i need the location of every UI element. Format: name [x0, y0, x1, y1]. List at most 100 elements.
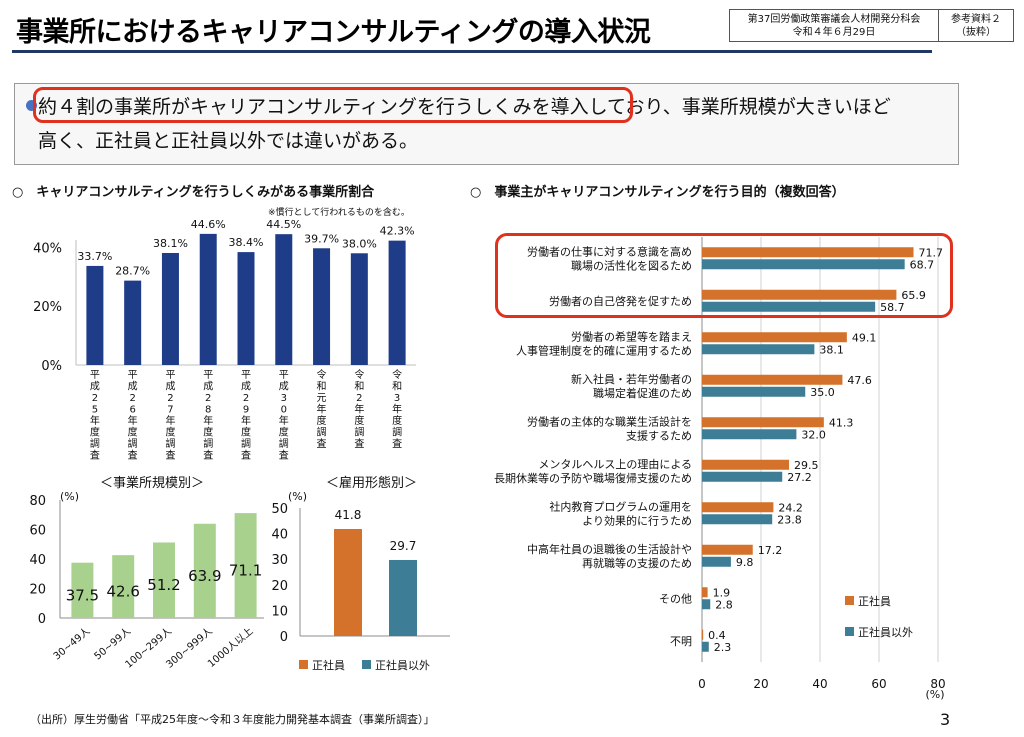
chart1-category-label: 5 [92, 405, 98, 416]
reference-number: 参考資料２ [951, 13, 1001, 25]
chart1-category-label: 度 [392, 414, 402, 427]
chart4-bar [702, 386, 806, 397]
chart3-legend-swatch [299, 660, 308, 669]
chart1-category-label: 2 [129, 393, 135, 404]
reference-excerpt: （抜粋） [956, 26, 996, 38]
chart1-category-label: 6 [129, 405, 135, 416]
chart4-bar [702, 259, 905, 270]
chart1-category-label: 度 [203, 426, 213, 439]
chart1-category-label: 令 [317, 368, 327, 381]
chart1-category-label: 度 [90, 426, 100, 439]
chart1-value-label: 38.1% [153, 237, 188, 250]
chart3-y-tick: 30 [271, 553, 288, 568]
chart4-category-label: より効果的に行うため [582, 513, 692, 527]
chart1-category-label: 0 [281, 405, 287, 416]
chart4-category-label: メンタルヘルス上の理由による [538, 457, 692, 471]
chart4-value-label: 41.3 [829, 416, 854, 429]
chart4-value-label: 58.7 [880, 301, 905, 314]
chart1-category-label: 平 [203, 370, 213, 381]
chart1-category-label: 年 [392, 403, 402, 416]
purpose-highlight-frame [495, 233, 953, 318]
chart1-value-label: 44.6% [191, 218, 226, 231]
chart4-legend-swatch [845, 627, 854, 636]
chart1-category-label: 度 [354, 414, 364, 427]
chart4-bar [702, 544, 753, 555]
chart4-value-label: 38.1 [819, 343, 844, 356]
meeting-name: 第37回労働政策審議会人材開発分科会 [747, 13, 921, 25]
chart4-value-label: 1.9 [713, 586, 731, 599]
chart1-category-label: 度 [279, 426, 289, 439]
chart1-bar [86, 265, 104, 365]
chart1-bar [237, 252, 255, 365]
chart1-category-label: 令 [354, 368, 364, 381]
chart4-value-label: 35.0 [810, 386, 835, 399]
chart2-y-tick: 40 [29, 553, 46, 568]
chart1-bar [199, 233, 217, 365]
chart4-value-label: 27.2 [787, 471, 812, 484]
chart4-category-label: 労働者の仕事に対する意識を高め [527, 244, 692, 258]
chart2-bar [71, 562, 94, 618]
chart1-category-label: 和 [392, 381, 402, 393]
chart1-category-label: 年 [241, 414, 251, 427]
chart1-value-label: 39.7% [304, 232, 339, 245]
chart4-value-label: 32.0 [801, 428, 826, 441]
chart4-value-label: 47.6 [847, 374, 872, 387]
chart4-unit: (%) [925, 688, 944, 701]
page-number: 3 [940, 710, 951, 729]
chart4-bar [702, 289, 897, 300]
chart1-category-label: 査 [90, 449, 100, 462]
chart4-category-label: 人事管理制度を的確に運用するため [516, 343, 692, 357]
chart1-category-label: 年 [165, 414, 175, 427]
chart1-category-label: 調 [241, 437, 251, 450]
chart3-y-tick: 0 [280, 630, 288, 645]
chart1-category-label: 度 [128, 426, 138, 439]
chart4-bar [702, 471, 783, 482]
chart1-category-label: 調 [279, 437, 289, 450]
chart1-category-label: 年 [317, 403, 327, 416]
chart1-category-label: 年 [354, 403, 364, 416]
chart4-bar [702, 514, 773, 525]
chart4-category-label: 労働者の希望等を踏まえ [571, 329, 692, 343]
chart1-category-label: 8 [205, 405, 211, 416]
right-section-title: ○ 事業主がキャリアコンサルティングを行う目的（複数回答） [470, 185, 845, 200]
chart3-bar [389, 559, 417, 636]
chart3-unit: (%) [288, 490, 307, 503]
chart4-bar [702, 417, 824, 428]
chart3-value-label: 29.7 [390, 539, 417, 553]
chart1-category-label: 査 [165, 449, 175, 462]
chart1-category-label: 2 [205, 393, 211, 404]
chart1-category-label: 7 [167, 405, 173, 416]
chart4-x-tick: 80 [930, 677, 945, 691]
chart4-legend-label: 正社員以外 [858, 625, 913, 639]
chart1-category-label: 3 [281, 393, 287, 404]
chart1-bar [313, 248, 331, 365]
chart2-y-tick: 20 [29, 583, 46, 598]
chart4-bar [702, 344, 815, 355]
chart1-bar [350, 253, 368, 365]
chart4-value-label: 29.5 [794, 459, 819, 472]
chart2-bar [234, 513, 257, 618]
chart3-y-tick: 50 [271, 502, 288, 517]
chart1-category-label: 調 [128, 437, 138, 450]
chart4-x-tick: 60 [871, 677, 886, 691]
meta-box: 第37回労働政策審議会人材開発分科会 令和４年６月29日 参考資料２ （抜粋） [729, 9, 1014, 42]
chart1-category-label: 成 [279, 381, 289, 393]
chart1-value-label: 28.7% [115, 265, 150, 278]
chart4-x-tick: 40 [812, 677, 827, 691]
chart4-category-label: 新入社員・若年労働者の [571, 372, 692, 386]
chart2-unit: (%) [60, 490, 79, 503]
chart1-category-label: 調 [392, 426, 402, 439]
chart4-category-label: 労働者の自己啓発を促すため [549, 294, 692, 308]
chart4-value-label: 23.8 [777, 513, 802, 526]
chart2-value-label: 42.6 [106, 583, 139, 601]
chart1-category-label: 成 [128, 381, 138, 393]
title-rule [12, 50, 932, 53]
chart1-value-label: 44.5% [266, 218, 301, 231]
summary-box [14, 83, 959, 165]
chart1-bar [388, 240, 406, 365]
chart1-category-label: 和 [317, 381, 327, 393]
chart4-category-label: 職場の活性化を図るため [571, 258, 692, 272]
chart3-legend-label: 正社員以外 [375, 658, 430, 672]
chart4-category-label: 支援するため [626, 428, 692, 442]
chart2-value-label: 63.9 [188, 567, 221, 585]
